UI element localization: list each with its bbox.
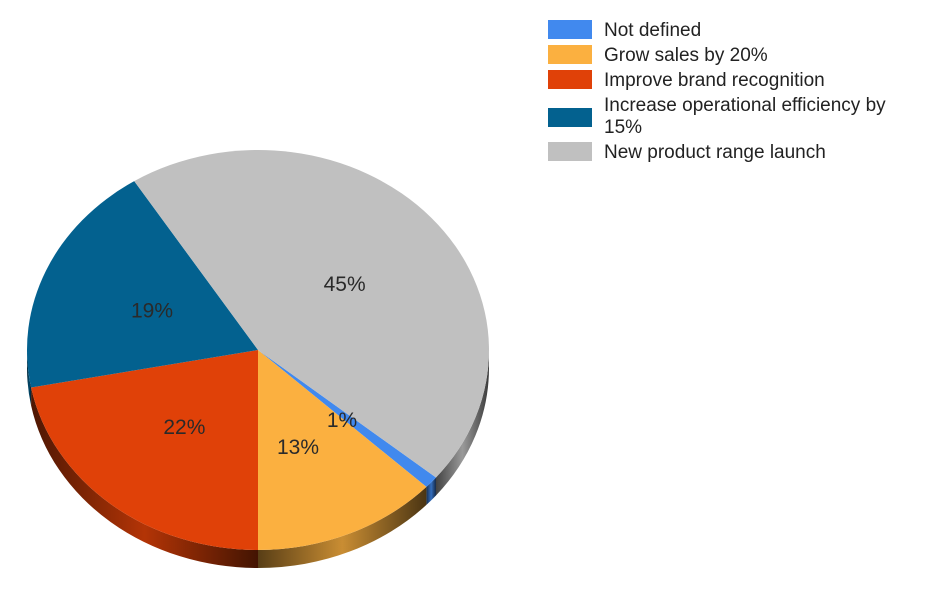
legend-swatch [548,20,592,39]
legend-item: Increase operational efficiency by 15% [548,95,928,139]
slice-side [435,350,489,496]
legend-swatch [548,142,592,161]
legend-label: Increase operational efficiency by 15% [604,95,886,138]
pie-slice[interactable] [258,350,436,487]
slice-label: 1% [327,409,357,432]
pie-slice[interactable] [26,181,259,388]
legend-item: New product range launch [548,142,928,164]
legend-label: Not defined [604,20,702,41]
legend-swatch [548,70,592,89]
legend: Not defined Grow sales by 20% Improve bran… [548,20,928,167]
pie-slice[interactable] [134,150,490,478]
legend-item: Grow sales by 20% [548,45,928,67]
legend-swatch [548,107,592,127]
slice-label: 19% [131,299,173,322]
legend-label: New product range launch [604,142,826,163]
legend-item: Improve brand recognition [548,70,928,92]
legend-label: Grow sales by 20% [604,45,768,66]
pie-slice[interactable] [31,350,258,550]
slice-side [258,486,427,568]
slice-side [426,477,436,505]
slice-label: 13% [277,436,319,459]
pie-slice[interactable] [258,350,427,550]
legend-item: Not defined [548,20,928,42]
legend-label: Improve brand recognition [604,70,825,91]
slice-side [31,387,258,568]
slice-label: 45% [324,273,366,296]
slice-label: 22% [163,416,205,439]
legend-swatch [548,45,592,64]
slice-side [27,350,32,406]
